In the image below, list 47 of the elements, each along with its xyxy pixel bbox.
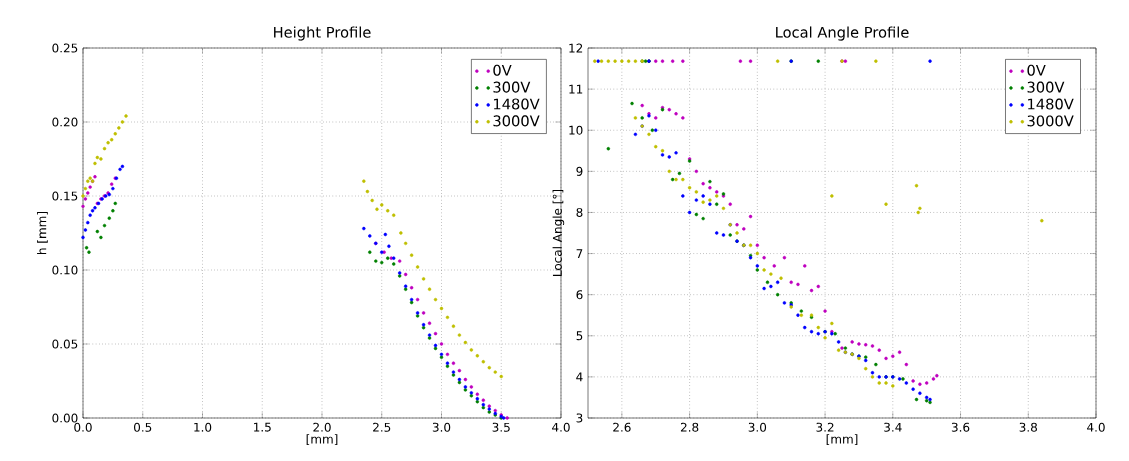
legend-label: 0V	[1027, 64, 1046, 76]
y-tick-label: 11	[569, 84, 583, 94]
legend-label: 1480V	[493, 98, 540, 110]
y-axis-title: h [mm]	[37, 211, 48, 254]
x-tick-label: 0.0	[74, 422, 92, 432]
x-tick-label: 3.0	[432, 422, 451, 432]
y-tick-label: 6	[576, 290, 583, 300]
x-tick-label: 2.6	[613, 422, 631, 432]
x-tick-label: 3.8	[1019, 422, 1037, 432]
x-tick-label: 1.5	[254, 422, 271, 432]
legend-label: 300V	[493, 81, 531, 93]
y-tick-label: 0.05	[52, 339, 78, 349]
legend-label: 0V	[493, 64, 512, 76]
chart-title: Height Profile	[274, 26, 371, 41]
x-tick-label: 4.0	[1087, 422, 1105, 432]
y-tick-label: 4	[576, 372, 583, 382]
y-tick-label: 0.20	[52, 117, 78, 127]
x-tick-label: 3.2	[816, 422, 834, 432]
y-tick-label: 0.15	[52, 191, 78, 201]
y-tick-label: 5	[576, 331, 583, 341]
x-tick-label: 0.5	[134, 422, 152, 432]
y-tick-label: 12	[569, 43, 583, 53]
x-tick-label: 3.5	[492, 422, 510, 432]
y-tick-label: 8	[576, 207, 583, 217]
legend-label: 3000V	[1027, 115, 1074, 127]
y-axis-title: Local Angle [°]	[552, 189, 565, 276]
y-tick-label: 10	[569, 125, 583, 135]
y-tick-label: 0.10	[52, 265, 78, 275]
x-tick-label: 3.4	[884, 422, 902, 432]
y-tick-label: 0.00	[52, 413, 78, 423]
y-tick-label: 0.25	[52, 43, 78, 53]
x-tick-label: 1.0	[194, 422, 212, 432]
x-tick-label: 2.5	[373, 422, 391, 432]
x-tick-label: 2.0	[313, 422, 331, 432]
x-axis-title: [mm]	[306, 434, 338, 445]
x-tick-label: 3.0	[748, 422, 767, 432]
x-tick-label: 2.8	[680, 422, 699, 432]
y-tick-label: 3	[576, 413, 583, 423]
y-tick-label: 9	[576, 166, 583, 176]
x-tick-label: 3.6	[951, 422, 970, 432]
legend-label: 3000V	[493, 115, 540, 127]
x-axis-title: [mm]	[826, 434, 858, 445]
legend-label: 1480V	[1028, 98, 1074, 110]
x-tick-label: 4.0	[552, 422, 570, 432]
chart-title: Local Angle Profile	[776, 26, 909, 41]
y-tick-label: 7	[576, 249, 583, 258]
legend-label: 300V	[1027, 81, 1065, 93]
